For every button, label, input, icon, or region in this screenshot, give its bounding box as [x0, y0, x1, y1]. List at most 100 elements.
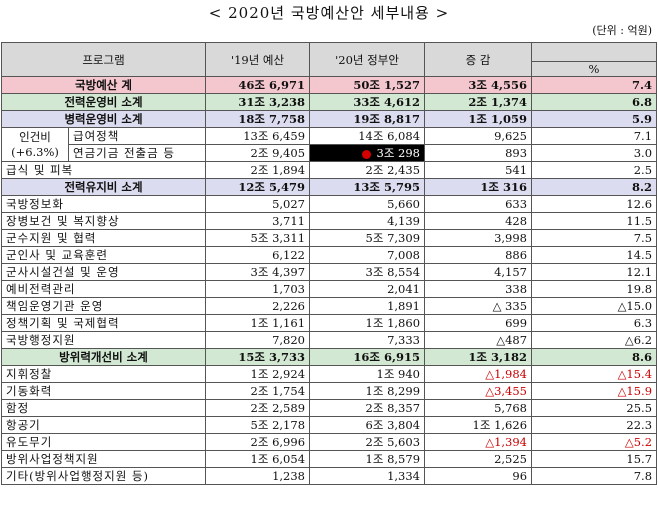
row-defense-policy: 방위사업정책지원 1조 6,054 1조 8,579 2,525 15.7 [0, 450, 658, 468]
header-percent: % [531, 61, 658, 77]
value-percent: △6.2 [531, 331, 658, 349]
value-percent: 6.3 [531, 314, 658, 332]
value-change: 1조 1,059 [424, 110, 533, 128]
value-change: 5,768 [424, 399, 533, 417]
labor-cost-rate: (+6.3%) [11, 144, 59, 159]
value-change: △1,984 [424, 365, 533, 383]
value-percent: 7.5 [531, 229, 658, 247]
header-program: 프로그램 [0, 42, 207, 77]
row-label: 군인사 및 교육훈련 [0, 246, 207, 264]
record-dot-icon [361, 149, 371, 159]
row-label: 기동화력 [0, 382, 207, 400]
value-2019: 18조 7,758 [205, 110, 311, 128]
value-2020: 1,891 [309, 297, 426, 315]
value-2020: 2조 8,357 [309, 399, 426, 417]
row-admin: 국방행정지원 7,820 7,333 △487 △6.2 [0, 331, 658, 349]
row-label: 정책기획 및 국제협력 [0, 314, 207, 332]
row-other: 기타(방위사업행정지원 등) 1,238 1,334 96 7.8 [0, 467, 658, 485]
value-2019: 1조 2,924 [205, 365, 311, 383]
budget-table: 프로그램 '19년 예산 '20년 정부안 증 감 % 국방예산 계 46조 6… [0, 42, 658, 485]
value-2019: 3,711 [205, 212, 311, 230]
value-2020: 7,008 [309, 246, 426, 264]
value-2020: 3조 8,554 [309, 263, 426, 281]
value-percent: 11.5 [531, 212, 658, 230]
row-improvement: 방위력개선비 소계 15조 3,733 16조 6,915 1조 3,182 8… [0, 348, 658, 366]
value-change: △ 335 [424, 297, 533, 315]
value-2019: 6,122 [205, 246, 311, 264]
row-total: 국방예산 계 46조 6,971 50조 1,527 3조 4,556 7.4 [0, 76, 658, 94]
labor-cost-group: 인건비 (+6.3%) [1, 127, 69, 162]
value-percent: 2.5 [531, 161, 658, 179]
value-2020: 50조 1,527 [309, 76, 426, 94]
value-2020-highlighted: 3조 298 [309, 144, 426, 162]
row-command: 지휘정찰 1조 2,924 1조 940 △1,984 △15.4 [0, 365, 658, 383]
value-change: 2조 1,374 [424, 93, 533, 111]
value-percent: 7.1 [531, 127, 658, 145]
value-change: 3,998 [424, 229, 533, 247]
row-label: 연금기금 전출금 등 [67, 144, 207, 162]
header-2019: '19년 예산 [205, 42, 311, 77]
value-change: 96 [424, 467, 533, 485]
value-2019: 2조 1,894 [205, 161, 311, 179]
value-percent: △15.9 [531, 382, 658, 400]
value-2020: 3조 298 [376, 146, 421, 160]
value-percent: 14.5 [531, 246, 658, 264]
row-label: 전력유지비 소계 [0, 178, 207, 196]
value-percent: △5.2 [531, 433, 658, 451]
row-label: 항공기 [0, 416, 207, 434]
value-change: 338 [424, 280, 533, 298]
value-percent: 8.2 [531, 178, 658, 196]
header-change: 증 감 [424, 42, 533, 77]
row-meals: 급식 및 피복 2조 1,894 2조 2,435 541 2.5 [0, 161, 658, 179]
value-2020: 19조 8,817 [309, 110, 426, 128]
value-change: 893 [424, 144, 533, 162]
header-row: 프로그램 '19년 예산 '20년 정부안 증 감 [0, 42, 658, 77]
value-2020: 2조 5,603 [309, 433, 426, 451]
value-2020: 6조 3,804 [309, 416, 426, 434]
value-change: △1,394 [424, 433, 533, 451]
value-percent: 5.9 [531, 110, 658, 128]
value-2020: 1조 8,579 [309, 450, 426, 468]
value-percent: △15.0 [531, 297, 658, 315]
value-2019: 2,226 [205, 297, 311, 315]
row-force-ops: 전력운영비 소계 31조 3,238 33조 4,612 2조 1,374 6.… [0, 93, 658, 111]
row-label: 예비전력관리 [0, 280, 207, 298]
value-percent: 7.4 [531, 76, 658, 94]
value-2020: 1조 940 [309, 365, 426, 383]
value-percent: 12.1 [531, 263, 658, 281]
page-title: < 2020년 국방예산안 세부내용 > [208, 4, 450, 22]
value-2019: 2조 1,754 [205, 382, 311, 400]
row-label: 방위사업정책지원 [0, 450, 207, 468]
value-2019: 1,703 [205, 280, 311, 298]
row-label: 군수지원 및 협력 [0, 229, 207, 247]
row-naval: 함정 2조 2,589 2조 8,357 5,768 25.5 [0, 399, 658, 417]
value-2019: 2조 2,589 [205, 399, 311, 417]
value-percent: 7.8 [531, 467, 658, 485]
row-label: 급여정책 [67, 127, 207, 145]
value-2019: 5조 3,311 [205, 229, 311, 247]
value-change: 633 [424, 195, 533, 213]
value-change: 1조 3,182 [424, 348, 533, 366]
row-label: 급식 및 피복 [0, 161, 207, 179]
value-change: 2,525 [424, 450, 533, 468]
value-2019: 1조 1,161 [205, 314, 311, 332]
row-info: 국방정보화 5,027 5,660 633 12.6 [0, 195, 658, 213]
value-change: 1조 316 [424, 178, 533, 196]
value-2019: 5,027 [205, 195, 311, 213]
value-percent: 8.6 [531, 348, 658, 366]
row-label: 국방정보화 [0, 195, 207, 213]
value-2020: 1,334 [309, 467, 426, 485]
value-percent: 12.6 [531, 195, 658, 213]
row-firepower: 기동화력 2조 1,754 1조 8,299 △3,455 △15.9 [0, 382, 658, 400]
row-label: 지휘정찰 [0, 365, 207, 383]
value-change: 886 [424, 246, 533, 264]
value-percent: 15.7 [531, 450, 658, 468]
value-2019: 1,238 [205, 467, 311, 485]
row-education: 군인사 및 교육훈련 6,122 7,008 886 14.5 [0, 246, 658, 264]
value-percent: △15.4 [531, 365, 658, 383]
value-2019: 31조 3,238 [205, 93, 311, 111]
value-2020: 1조 8,299 [309, 382, 426, 400]
row-label: 병력운영비 소계 [0, 110, 207, 128]
value-2019: 12조 5,479 [205, 178, 311, 196]
value-2019: 5조 2,178 [205, 416, 311, 434]
